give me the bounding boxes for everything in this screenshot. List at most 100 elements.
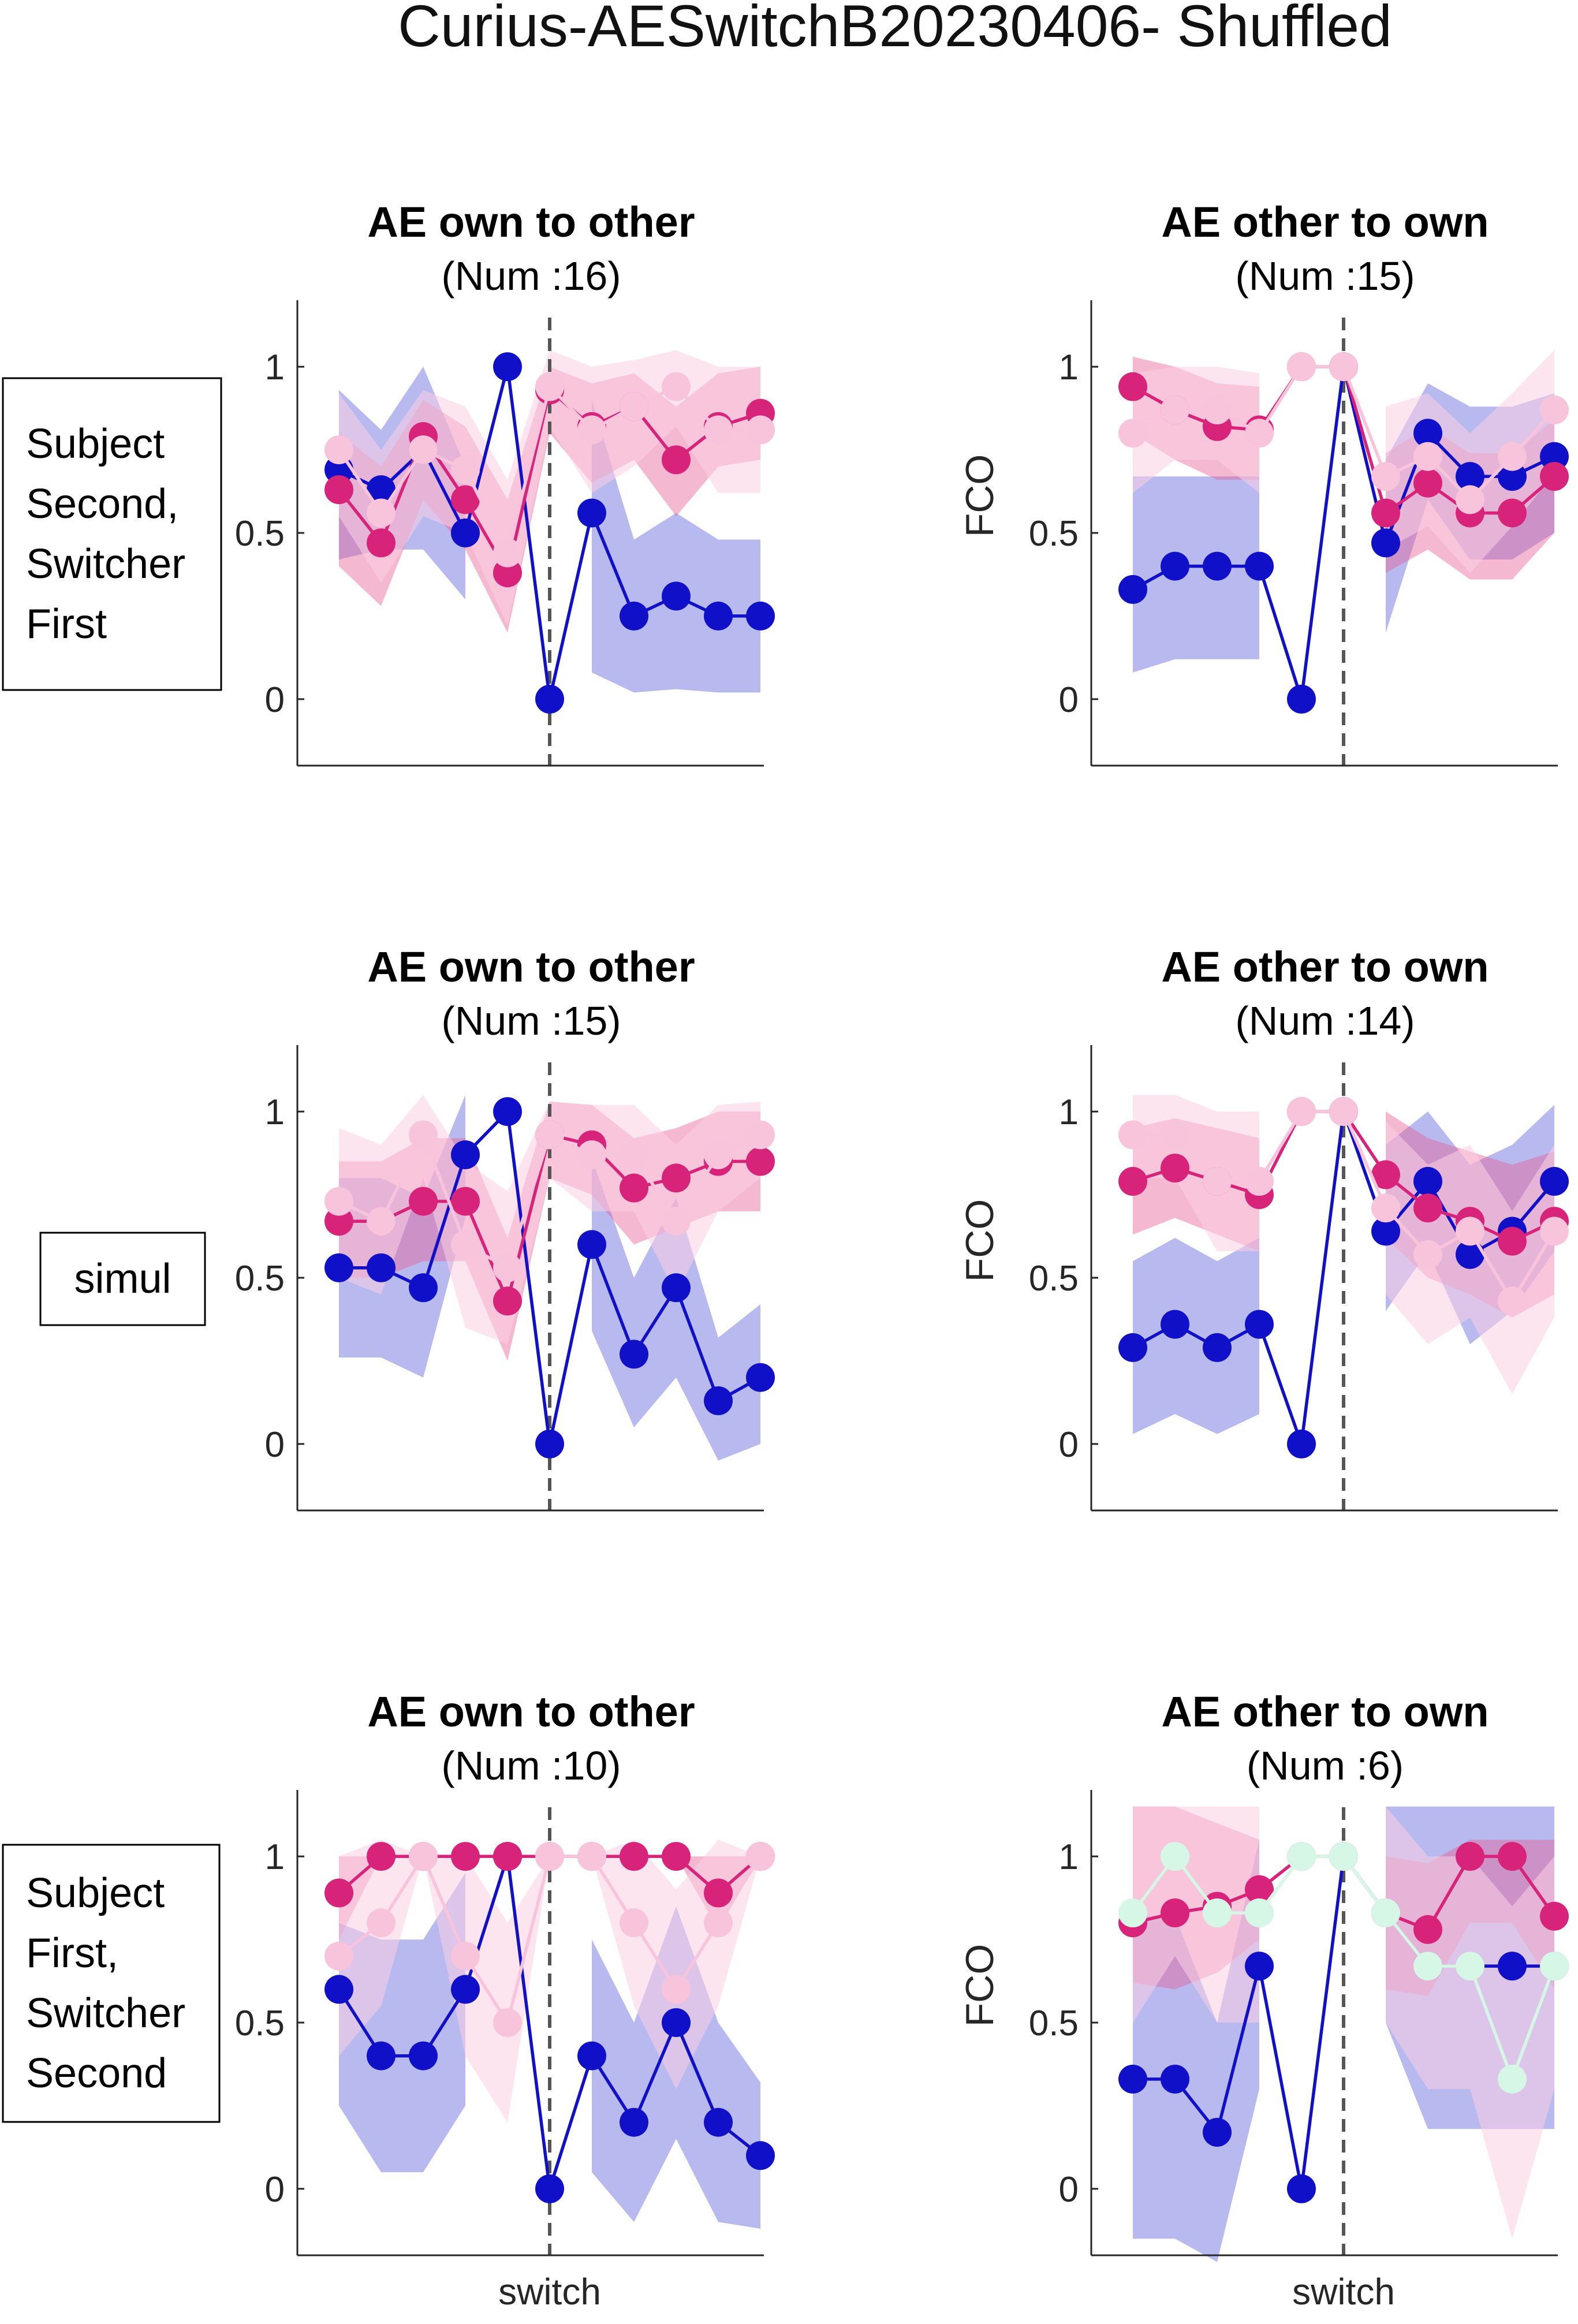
data-point: [662, 1975, 691, 2004]
data-point: [1540, 462, 1569, 491]
data-point: [324, 1975, 353, 2004]
data-point: [1203, 2117, 1232, 2147]
data-point: [1498, 1952, 1527, 1981]
data-point: [1413, 1167, 1442, 1196]
data-point: [1287, 1429, 1316, 1458]
data-point: [1161, 395, 1189, 424]
data-point: [1287, 1842, 1316, 1871]
y-tick-label: 0: [1059, 1425, 1079, 1465]
confidence-band: [1133, 476, 1259, 673]
data-point: [704, 1878, 733, 1908]
data-point: [493, 1286, 522, 1316]
data-point: [409, 1187, 438, 1216]
data-point: [620, 392, 648, 421]
y-tick-label: 0.5: [1029, 514, 1079, 554]
data-point: [451, 1941, 480, 1971]
data-point: [493, 538, 522, 568]
data-point: [1456, 1952, 1484, 1981]
data-point: [1161, 1898, 1189, 1928]
confidence-band: [592, 1158, 760, 1461]
data-point: [620, 1140, 648, 1169]
data-point: [324, 475, 353, 505]
data-point: [1540, 395, 1569, 424]
data-point: [577, 415, 606, 445]
y-axis-label: FCO: [958, 1944, 1002, 2027]
data-point: [535, 684, 564, 714]
y-axis-label: FCO: [958, 1199, 1002, 1282]
data-point: [662, 2008, 691, 2037]
data-point: [1203, 1167, 1232, 1196]
data-point: [1118, 575, 1147, 604]
data-point: [535, 1120, 564, 1150]
data-point: [1245, 551, 1274, 581]
data-point: [451, 1187, 480, 1216]
y-tick-label: 0.5: [235, 1259, 285, 1299]
data-point: [409, 1273, 438, 1303]
data-point: [451, 1975, 480, 2004]
figure-title: Curius-AESwitchB20230406- Shuffled: [398, 0, 1392, 59]
data-point: [704, 1386, 733, 1416]
confidence-band: [1386, 1806, 1554, 2239]
data-point: [535, 2174, 564, 2203]
data-point: [409, 2041, 438, 2071]
data-point: [746, 1363, 775, 1392]
data-point: [1498, 1226, 1527, 1256]
data-point: [1413, 419, 1442, 448]
data-point: [1329, 352, 1358, 382]
data-point: [577, 1842, 606, 1871]
data-point: [1371, 1217, 1400, 1246]
panel-subtitle: (Num :15): [1235, 253, 1415, 299]
row-label-box: [39, 1232, 206, 1326]
data-point: [1456, 1217, 1484, 1246]
data-point: [620, 2107, 648, 2137]
data-point: [367, 528, 396, 558]
data-point: [577, 2041, 606, 2071]
data-point: [451, 1230, 480, 1259]
data-point: [704, 601, 733, 631]
data-point: [409, 1120, 438, 1150]
y-tick-label: 1: [265, 348, 285, 387]
chart-panel: AE own to other (Num :16) 0 0.5 1: [235, 198, 775, 767]
data-point: [535, 1842, 564, 1871]
y-tick-label: 0: [265, 2170, 285, 2210]
y-tick-label: 0.5: [1029, 1259, 1079, 1299]
data-point: [1540, 1167, 1569, 1196]
data-point: [577, 498, 606, 528]
data-point: [1203, 1333, 1232, 1362]
data-point: [1413, 1240, 1442, 1269]
data-point: [324, 1207, 353, 1236]
data-point: [1287, 352, 1316, 382]
y-tick-label: 1: [1059, 348, 1079, 387]
panel-title: AE other to own: [1161, 1688, 1489, 1736]
data-point: [1287, 1097, 1316, 1126]
data-point: [324, 1187, 353, 1216]
data-point: [324, 1878, 353, 1908]
data-point: [1498, 2064, 1527, 2094]
data-point: [493, 558, 522, 588]
confidence-band: [339, 1840, 760, 2122]
data-point: [1371, 462, 1400, 491]
panel-title: AE own to other: [367, 1688, 695, 1736]
data-point: [1413, 468, 1442, 498]
y-tick-label: 0: [1059, 2170, 1079, 2210]
data-point: [620, 601, 648, 631]
data-point: [1498, 442, 1527, 471]
row-label-line: Subject: [26, 1870, 165, 1916]
data-point: [493, 2008, 522, 2037]
panel-subtitle: (Num :16): [441, 253, 621, 299]
data-point: [1118, 1333, 1147, 1362]
row-label-line: Switcher: [26, 541, 185, 587]
row-label-box: [2, 1844, 221, 2123]
data-point: [662, 1163, 691, 1193]
data-point: [1540, 1952, 1569, 1981]
confidence-band: [339, 350, 760, 626]
data-point: [746, 1842, 775, 1871]
row-label-line: Subject: [26, 421, 165, 467]
data-point: [367, 2041, 396, 2071]
data-point: [1498, 1286, 1527, 1316]
row-label-box: [2, 377, 222, 691]
x-axis-label: switch: [1292, 2271, 1395, 2312]
data-point: [1245, 1898, 1274, 1928]
data-point: [620, 1340, 648, 1369]
data-point: [1161, 551, 1189, 581]
